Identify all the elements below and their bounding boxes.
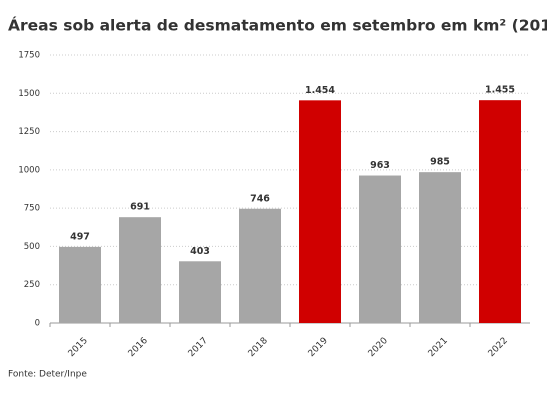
value-label: 985 — [430, 157, 450, 168]
value-label: 691 — [130, 202, 150, 213]
value-label: 963 — [370, 160, 390, 171]
bar — [479, 100, 521, 323]
chart-title: Áreas sob alerta de desmatamento em sete… — [8, 16, 547, 35]
y-tick-label: 1250 — [18, 127, 40, 137]
x-tick-label: 2022 — [487, 336, 510, 359]
bar — [299, 100, 341, 323]
source: Fonte: Deter/Inpe — [8, 370, 87, 380]
value-label: 497 — [70, 231, 90, 242]
x-tick-label: 2016 — [127, 336, 150, 359]
bar — [59, 246, 101, 323]
bar — [239, 208, 281, 323]
y-tick-label: 0 — [35, 319, 40, 329]
x-tick-label: 2021 — [427, 336, 450, 359]
bar — [179, 261, 221, 323]
y-tick-label: 250 — [24, 280, 40, 290]
x-tick-label: 2015 — [67, 336, 90, 359]
value-label: 1.455 — [485, 85, 515, 96]
y-tick-label: 1750 — [18, 51, 40, 61]
bar — [359, 175, 401, 323]
y-tick-label: 1500 — [18, 89, 40, 99]
y-tick-label: 500 — [24, 242, 40, 252]
x-tick-label: 2018 — [247, 336, 270, 359]
bar — [119, 217, 161, 323]
y-tick-label: 750 — [24, 204, 40, 214]
bar — [419, 172, 461, 323]
x-tick-label: 2019 — [307, 336, 330, 359]
y-tick-label: 1000 — [18, 165, 40, 175]
value-label: 403 — [190, 246, 210, 257]
value-label: 1.454 — [305, 85, 335, 96]
x-tick-label: 2020 — [367, 336, 390, 359]
value-label: 746 — [250, 193, 270, 204]
x-tick-label: 2017 — [187, 336, 210, 359]
